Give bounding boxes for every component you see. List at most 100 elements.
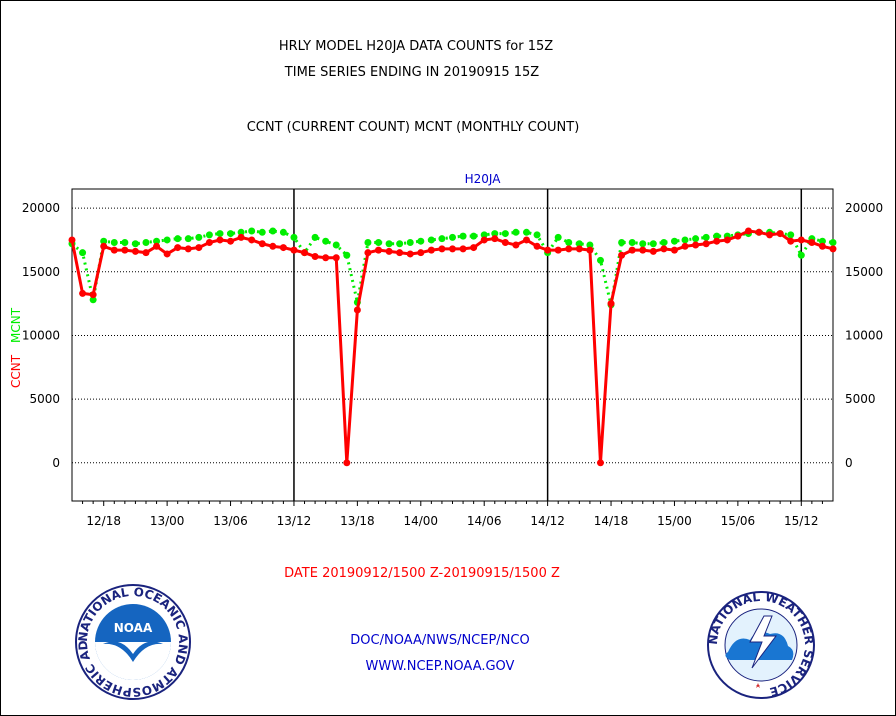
- data-point-ccnt: [142, 249, 150, 257]
- data-point-mcnt: [829, 238, 837, 246]
- data-point-mcnt: [470, 232, 478, 240]
- data-point-ccnt: [258, 240, 266, 248]
- data-point-mcnt: [110, 238, 118, 246]
- data-point-mcnt: [216, 230, 224, 238]
- y-tick-label-right: 15000: [845, 265, 883, 279]
- data-point-mcnt: [131, 240, 139, 248]
- data-point-ccnt: [829, 245, 837, 253]
- data-point-mcnt: [639, 240, 647, 248]
- data-point-ccnt: [269, 242, 277, 250]
- data-point-mcnt: [100, 237, 108, 245]
- data-point-ccnt: [670, 246, 678, 254]
- data-point-ccnt: [248, 236, 256, 244]
- data-point-ccnt: [639, 246, 647, 254]
- data-point-mcnt: [522, 228, 530, 236]
- date-range-label: DATE 20190912/1500 Z-20190915/1500 Z: [284, 566, 560, 581]
- data-point-mcnt: [512, 228, 520, 236]
- x-tick-label: 15/00: [657, 514, 692, 528]
- data-point-mcnt: [279, 228, 287, 236]
- data-point-ccnt: [290, 246, 298, 254]
- data-point-mcnt: [195, 233, 203, 241]
- data-point-ccnt: [681, 242, 689, 250]
- data-point-ccnt: [406, 250, 414, 258]
- data-point-mcnt: [205, 231, 213, 239]
- y-tick-label-right: 20000: [845, 201, 883, 215]
- y-axis-label-ccnt: CCNT: [9, 354, 23, 388]
- chart-title: H20JA: [465, 172, 502, 186]
- x-tick-label: 13/00: [150, 514, 185, 528]
- x-tick-label: 14/18: [594, 514, 629, 528]
- data-point-mcnt: [628, 238, 636, 246]
- data-point-mcnt: [660, 238, 668, 246]
- data-point-mcnt: [586, 241, 594, 249]
- data-point-ccnt: [205, 238, 213, 246]
- title-line-3: CCNT (CURRENT COUNT) MCNT (MONTHLY COUNT…: [246, 120, 580, 135]
- data-point-ccnt: [174, 244, 182, 252]
- x-tick-label: 14/12: [530, 514, 565, 528]
- data-point-mcnt: [89, 296, 97, 304]
- data-point-mcnt: [322, 237, 330, 245]
- x-tick-label: 15/12: [784, 514, 819, 528]
- data-point-ccnt: [522, 236, 530, 244]
- data-point-mcnt: [269, 227, 277, 235]
- url-label[interactable]: WWW.NCEP.NOAA.GOV: [365, 659, 515, 674]
- data-point-ccnt: [533, 242, 541, 250]
- title-line-1: HRLY MODEL H20JA DATA COUNTS for 15Z: [278, 39, 554, 54]
- data-point-mcnt: [565, 238, 573, 246]
- data-point-mcnt: [385, 240, 393, 248]
- data-point-ccnt: [301, 249, 309, 257]
- data-point-ccnt: [596, 459, 604, 467]
- data-point-ccnt: [470, 244, 478, 252]
- data-point-ccnt: [755, 228, 763, 236]
- data-point-ccnt: [628, 246, 636, 254]
- series-mcnt: [68, 227, 837, 309]
- data-point-mcnt: [491, 230, 499, 238]
- data-point-ccnt: [311, 252, 319, 260]
- y-tick-label-right: 5000: [845, 392, 876, 406]
- data-point-ccnt: [723, 236, 731, 244]
- data-point-mcnt: [449, 233, 456, 241]
- data-point-ccnt: [480, 236, 488, 244]
- data-point-ccnt: [322, 254, 330, 262]
- data-point-mcnt: [427, 236, 435, 244]
- data-point-ccnt: [343, 459, 351, 467]
- data-point-mcnt: [713, 232, 721, 240]
- nws-logo-icon: NATIONAL WEATHER SERVICE: [706, 590, 816, 699]
- data-point-mcnt: [787, 231, 795, 239]
- data-point-mcnt: [797, 251, 805, 259]
- data-point-mcnt: [258, 228, 266, 236]
- data-point-mcnt: [332, 241, 340, 249]
- data-point-ccnt: [744, 227, 752, 235]
- data-point-mcnt: [618, 238, 626, 246]
- data-point-ccnt: [459, 245, 467, 253]
- data-point-mcnt: [554, 233, 562, 241]
- data-point-mcnt: [396, 240, 404, 248]
- data-point-mcnt: [681, 236, 689, 244]
- data-point-ccnt: [121, 246, 129, 254]
- x-tick-label: 14/06: [467, 514, 502, 528]
- data-point-ccnt: [449, 245, 456, 253]
- data-point-ccnt: [237, 233, 245, 241]
- x-tick-label: 13/06: [213, 514, 248, 528]
- data-point-mcnt: [670, 237, 678, 245]
- data-point-mcnt: [406, 238, 414, 246]
- data-point-mcnt: [163, 236, 171, 244]
- y-tick-label-right: 10000: [845, 328, 883, 342]
- data-point-ccnt: [660, 245, 668, 253]
- data-point-ccnt: [100, 242, 108, 250]
- data-point-ccnt: [702, 240, 710, 248]
- x-tick-label: 13/12: [277, 514, 312, 528]
- data-point-ccnt: [375, 246, 383, 254]
- data-point-ccnt: [491, 235, 499, 243]
- data-point-ccnt: [195, 244, 203, 252]
- data-point-ccnt: [353, 306, 361, 314]
- org-label: DOC/NOAA/NWS/NCEP/NCO: [350, 633, 530, 648]
- data-point-ccnt: [332, 254, 340, 262]
- data-point-ccnt: [79, 289, 87, 297]
- data-point-ccnt: [649, 247, 657, 255]
- data-point-mcnt: [142, 238, 150, 246]
- noaa-logo-icon: NATIONAL OCEANIC AND ATMOSPHERIC ADMINIS…: [73, 582, 191, 700]
- data-point-ccnt: [512, 241, 520, 249]
- data-point-mcnt: [364, 238, 372, 246]
- data-point-ccnt: [734, 232, 742, 240]
